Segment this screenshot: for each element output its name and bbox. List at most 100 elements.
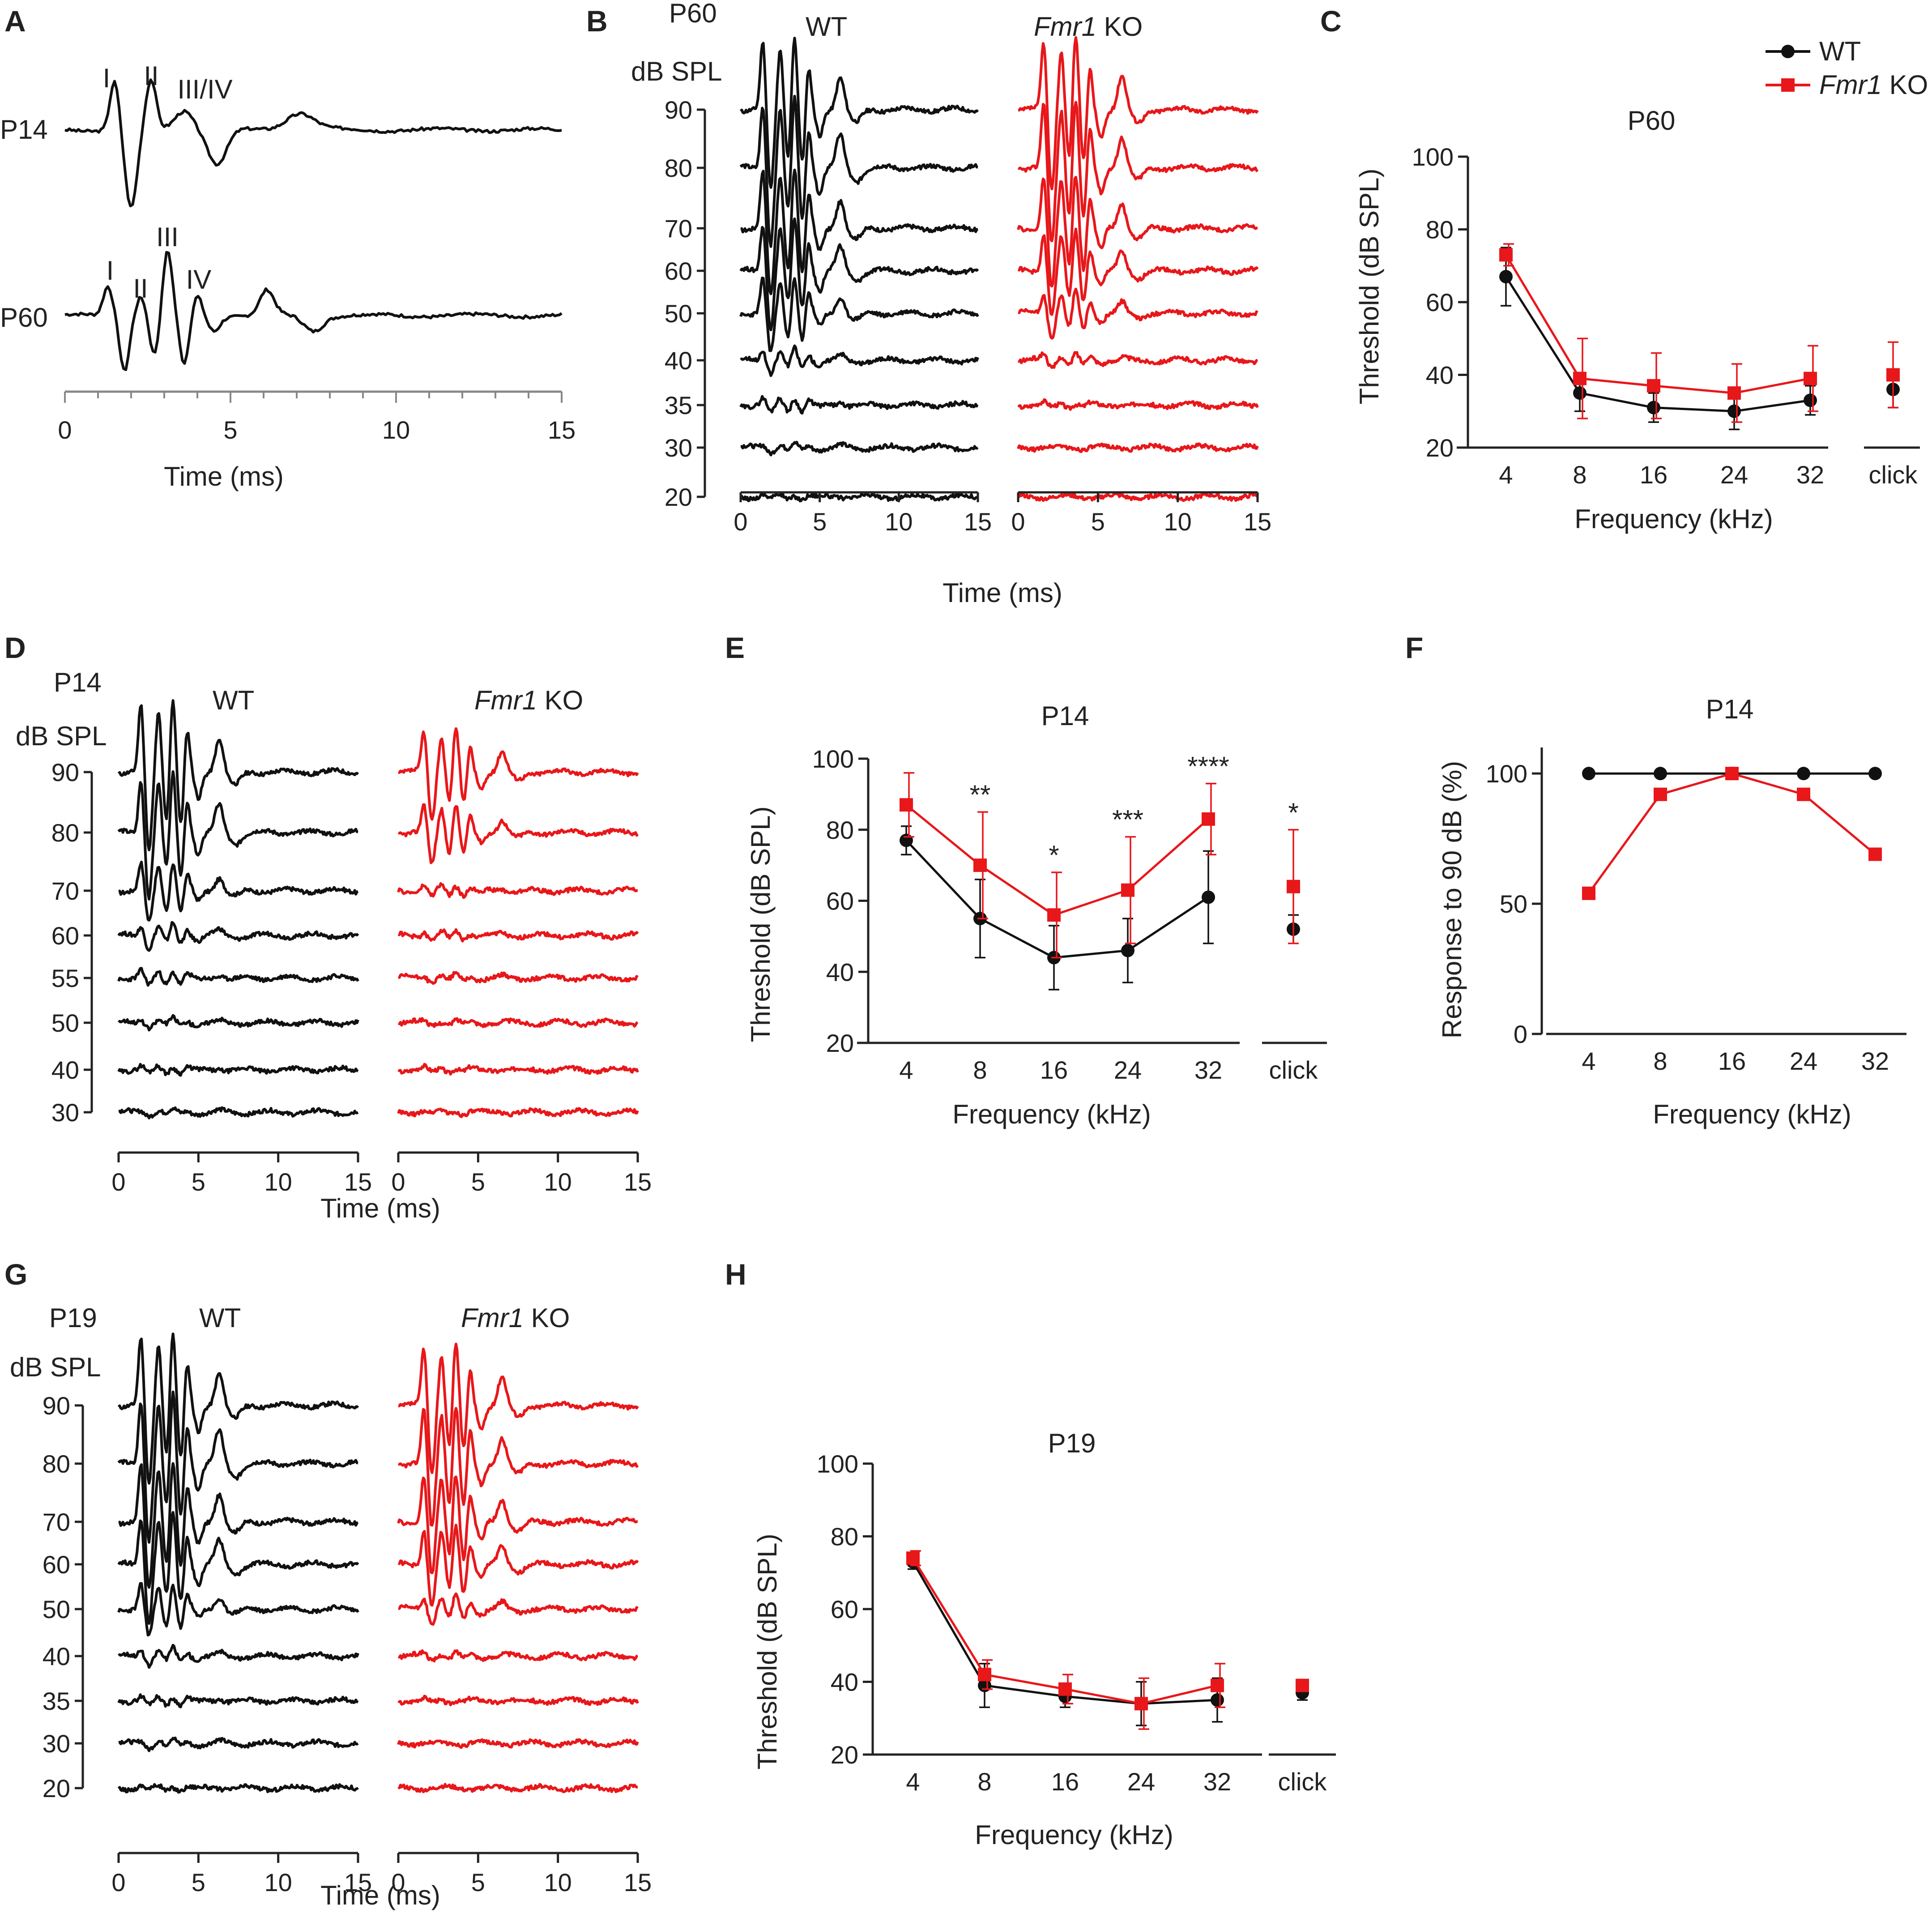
chart-c-title: P60	[1628, 106, 1676, 136]
chart-c-ko-point	[1727, 386, 1741, 400]
panel_d-level-label: 55	[51, 964, 79, 992]
chart-c-x-tick-label: 24	[1720, 461, 1748, 489]
panel_b-ko-trace	[1018, 351, 1258, 369]
legend-ko-label: Fmr1 KO	[1819, 70, 1928, 100]
chart-f-x-tick-label: 4	[1582, 1047, 1595, 1075]
chart-e-x-tick-label: 24	[1114, 1056, 1142, 1084]
legend-ko-italic: Fmr1	[1819, 70, 1882, 100]
chart-e-xlabel: Frequency (kHz)	[952, 1099, 1151, 1129]
panel_g-xtick-label: 15	[624, 1868, 652, 1896]
panel_g-ko-trace	[398, 1342, 639, 1474]
chart-e-x-tick-label: 4	[899, 1056, 913, 1084]
panel-d-unit: dB SPL	[16, 721, 107, 751]
panel_d-wt-trace	[118, 1106, 359, 1119]
legend-wt-label: WT	[1819, 36, 1861, 66]
panel-d: P14 dB SPL WT Fmr1 KO Time (ms)	[16, 667, 583, 1223]
chart-h-x-tick-label: 8	[977, 1768, 991, 1796]
chart-f-ko-point	[1868, 847, 1882, 861]
panel_b-ko-trace	[1017, 227, 1259, 316]
chart-e-click-label: click	[1269, 1056, 1318, 1084]
chart-e-y-tick-label: 80	[826, 816, 854, 844]
panel_b-xtick-label: 0	[734, 508, 747, 536]
panel_b-ko-trace	[1018, 101, 1259, 243]
panel_d-xtick-label: 15	[624, 1168, 652, 1196]
panel_g-wt-trace	[117, 1511, 359, 1625]
panel_g-level-label: 90	[43, 1392, 70, 1420]
panel_d-ko-trace	[397, 882, 638, 899]
panel_d-xtick-label: 0	[391, 1168, 405, 1196]
chart-c-wt-point	[1804, 393, 1817, 407]
panel-b-age: P60	[669, 0, 717, 28]
panel_b-level-label: 70	[665, 214, 692, 243]
chart-e-y-tick-label: 100	[812, 745, 854, 773]
chart-h-y-tick-label: 100	[817, 1450, 858, 1478]
panel_g-wt-trace	[117, 1693, 359, 1708]
panel-d-ko-italic: Fmr1	[474, 685, 537, 715]
panel_b-ko-trace	[1017, 175, 1258, 288]
chart-c-x-tick-label: 32	[1796, 461, 1824, 489]
panel_b-xtick-label: 10	[885, 508, 913, 536]
panel_g-wt-trace	[118, 1462, 359, 1589]
panel-a-trace-p14	[64, 78, 562, 208]
chart-h-y-tick-label: 20	[831, 1741, 858, 1769]
panel-letter-a: A	[4, 4, 26, 38]
chart-c-click-label: click	[1869, 461, 1918, 489]
panel-d-age: P14	[54, 667, 102, 697]
chart-h-ko-click-point	[1296, 1678, 1309, 1692]
chart-f-wt-point	[1654, 767, 1667, 781]
peak-label-p60-iii: III	[156, 222, 179, 252]
chart-e-ko-point	[1047, 908, 1061, 922]
chart-f-ylabel: Response to 90 dB (%)	[1437, 761, 1467, 1038]
chart-f-x-tick-label: 16	[1718, 1047, 1746, 1075]
chart-c-ko-point	[1499, 248, 1513, 262]
peak-label-p14-iii-iv: III/IV	[177, 74, 232, 104]
chart-e-wt-point	[900, 833, 913, 847]
panel_d-xtick-label: 10	[264, 1168, 292, 1196]
panel_d-wt-trace	[117, 770, 358, 901]
panel_d-ko-trace	[397, 1107, 639, 1119]
panel_d-wt-trace	[118, 860, 359, 922]
panel_b-wt-trace	[740, 440, 979, 457]
panel_d-ko-trace	[398, 803, 639, 864]
panel_g-level-label: 30	[43, 1729, 70, 1758]
panel_g-ko-trace	[397, 1695, 639, 1707]
panel-g-ko-rest: KO	[524, 1303, 570, 1333]
panel-letter-b: B	[586, 4, 608, 38]
panel_d-ko-trace	[398, 971, 639, 985]
legend-wt-marker	[1781, 45, 1795, 58]
panel_g-xtick-label: 10	[264, 1868, 292, 1896]
panel-g-xlabel: Time (ms)	[320, 1880, 440, 1910]
panel_g-ko-trace	[397, 1475, 638, 1575]
chart-f-title: P14	[1706, 694, 1754, 724]
panel-d-ko-title: Fmr1 KO	[474, 685, 583, 715]
chart-c-y-tick-label: 40	[1426, 361, 1454, 389]
panel_d-wt-trace	[117, 699, 359, 851]
chart-f-ko-point	[1725, 767, 1739, 781]
panel_b-wt-trace	[740, 344, 979, 377]
chart-e-x-tick-label: 8	[973, 1056, 987, 1084]
chart-e-ylabel: Threshold (dB SPL)	[746, 807, 776, 1042]
panel_d-ko-trace	[398, 1017, 638, 1029]
chart-c-ylabel: Threshold (dB SPL)	[1354, 169, 1384, 405]
panel-d-wt-title: WT	[213, 685, 254, 715]
panel_g-xtick-label: 10	[544, 1868, 572, 1896]
chart-e-ko-point	[973, 858, 987, 872]
chart-e-x-tick-label: 16	[1040, 1056, 1068, 1084]
peak-label-p14-ii: II	[144, 61, 158, 91]
panel_d-level-label: 60	[51, 922, 79, 950]
chart-h-y-tick-label: 80	[831, 1523, 858, 1551]
panel-d-ko-rest: KO	[537, 685, 583, 715]
panel-letter-h: H	[725, 1258, 746, 1291]
panel-g-wt-title: WT	[199, 1303, 241, 1333]
panel_d-level-label: 90	[51, 758, 79, 786]
panel_g-level-label: 70	[43, 1508, 70, 1536]
panel_g-wt-trace	[117, 1582, 359, 1637]
peak-label-p14-i: I	[103, 63, 111, 93]
panel-letter-d: D	[4, 631, 26, 664]
panel_b-level-label: 40	[665, 346, 692, 375]
panel_b-level-label: 60	[665, 257, 692, 285]
panel_b-wt-trace	[739, 491, 979, 503]
chart-c-y-tick-label: 20	[1426, 434, 1454, 462]
chart-h-wt-point	[1211, 1693, 1224, 1707]
panel_g-level-label: 40	[43, 1642, 70, 1670]
